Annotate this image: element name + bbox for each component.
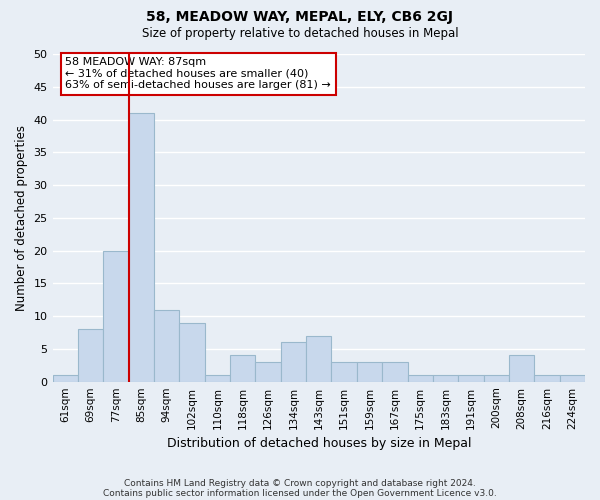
Bar	[534, 375, 560, 382]
Bar	[560, 375, 585, 382]
Bar	[103, 250, 128, 382]
Bar	[205, 375, 230, 382]
Text: 58 MEADOW WAY: 87sqm
← 31% of detached houses are smaller (40)
63% of semi-detac: 58 MEADOW WAY: 87sqm ← 31% of detached h…	[65, 58, 331, 90]
Bar	[281, 342, 306, 382]
Text: Contains HM Land Registry data © Crown copyright and database right 2024.: Contains HM Land Registry data © Crown c…	[124, 478, 476, 488]
Bar	[484, 375, 509, 382]
Bar	[128, 113, 154, 382]
Bar	[78, 330, 103, 382]
Y-axis label: Number of detached properties: Number of detached properties	[15, 125, 28, 311]
Bar	[53, 375, 78, 382]
Bar	[357, 362, 382, 382]
Bar	[458, 375, 484, 382]
Text: Size of property relative to detached houses in Mepal: Size of property relative to detached ho…	[142, 28, 458, 40]
Bar	[230, 356, 256, 382]
Bar	[154, 310, 179, 382]
X-axis label: Distribution of detached houses by size in Mepal: Distribution of detached houses by size …	[167, 437, 471, 450]
Bar	[382, 362, 407, 382]
Bar	[509, 356, 534, 382]
Bar	[256, 362, 281, 382]
Bar	[306, 336, 331, 382]
Bar	[433, 375, 458, 382]
Bar	[331, 362, 357, 382]
Text: Contains public sector information licensed under the Open Government Licence v3: Contains public sector information licen…	[103, 488, 497, 498]
Text: 58, MEADOW WAY, MEPAL, ELY, CB6 2GJ: 58, MEADOW WAY, MEPAL, ELY, CB6 2GJ	[146, 10, 454, 24]
Bar	[407, 375, 433, 382]
Bar	[179, 322, 205, 382]
